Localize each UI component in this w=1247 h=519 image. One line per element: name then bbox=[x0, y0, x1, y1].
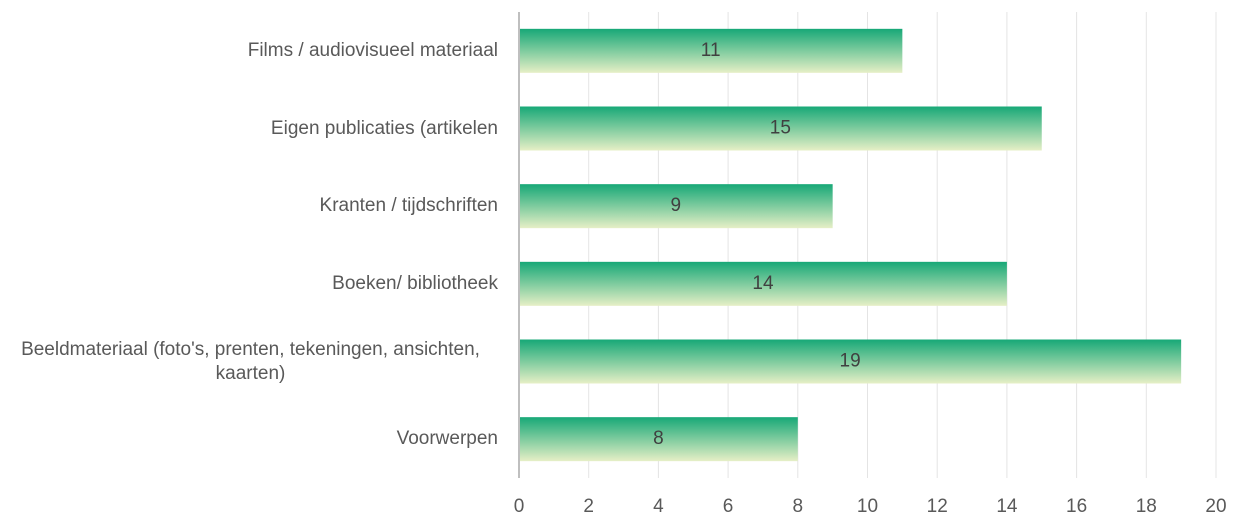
bar bbox=[519, 417, 798, 462]
bar bbox=[519, 28, 903, 73]
value-label: 19 bbox=[840, 351, 861, 372]
y-tick-label-box: Voorwerpen bbox=[3, 409, 498, 469]
value-label: 15 bbox=[770, 118, 791, 139]
x-tick-label: 18 bbox=[1136, 496, 1157, 517]
y-tick-label: Voorwerpen bbox=[396, 428, 498, 450]
bar bbox=[519, 261, 1007, 306]
y-tick-label-box: Eigen publicaties (artikelen bbox=[3, 99, 498, 159]
x-tick-label: 10 bbox=[857, 496, 878, 517]
y-tick-label-box: Beeldmateriaal (foto's, prenten, tekenin… bbox=[3, 332, 498, 392]
x-tick-label: 6 bbox=[723, 496, 734, 517]
x-tick-label: 4 bbox=[653, 496, 664, 517]
x-tick-label: 12 bbox=[927, 496, 948, 517]
x-tick-label: 8 bbox=[793, 496, 804, 517]
y-tick-label: Eigen publicaties (artikelen bbox=[270, 117, 498, 139]
y-tick-label-box: Kranten / tijdschriften bbox=[3, 176, 498, 236]
value-label: 11 bbox=[701, 40, 721, 61]
y-tick-label-box: Boeken/ bibliotheek bbox=[3, 254, 498, 314]
y-tick-label: Beeldmateriaal (foto's, prenten, tekenin… bbox=[21, 338, 480, 384]
value-label: 14 bbox=[752, 273, 774, 294]
bar bbox=[519, 106, 1042, 151]
value-label: 9 bbox=[671, 195, 682, 216]
y-tick-label: Kranten / tijdschriften bbox=[319, 195, 498, 217]
bar bbox=[519, 184, 833, 229]
bar bbox=[519, 339, 1182, 384]
x-tick-label: 16 bbox=[1066, 496, 1087, 517]
x-tick-label: 14 bbox=[996, 496, 1018, 517]
y-tick-label-box: Films / audiovisueel materiaal bbox=[3, 21, 498, 81]
x-tick-label: 0 bbox=[514, 496, 525, 517]
value-label: 8 bbox=[653, 428, 664, 449]
y-tick-label: Boeken/ bibliotheek bbox=[332, 272, 498, 294]
y-tick-label: Films / audiovisueel materiaal bbox=[247, 39, 498, 61]
x-tick-label: 20 bbox=[1205, 496, 1226, 517]
x-tick-label: 2 bbox=[583, 496, 594, 517]
